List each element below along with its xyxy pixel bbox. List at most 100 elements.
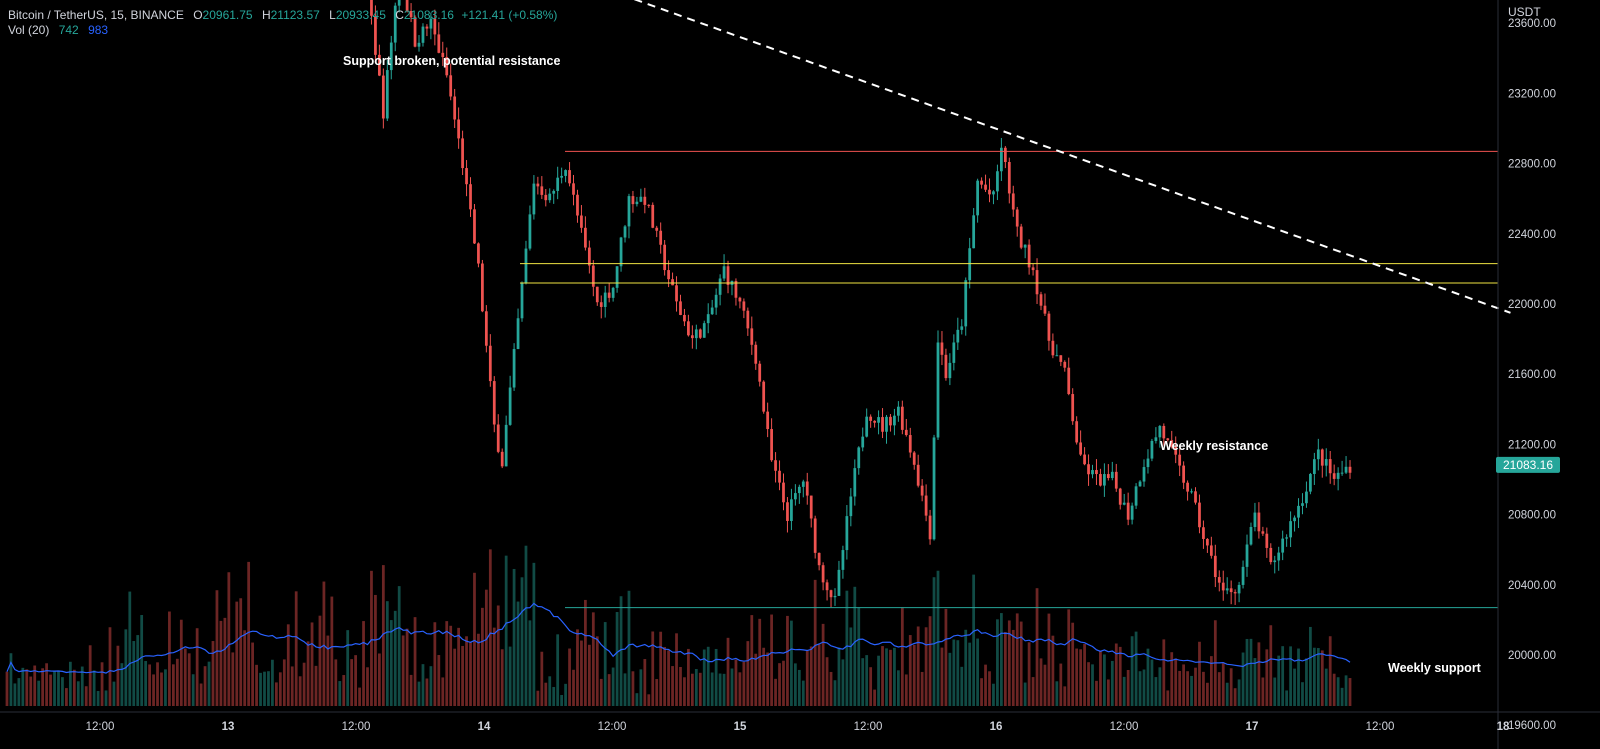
candle-body xyxy=(893,415,896,426)
candle-body xyxy=(801,481,805,487)
volume-bar xyxy=(805,650,809,706)
volume-bar xyxy=(1126,669,1130,706)
volume-bar xyxy=(679,667,682,706)
volume-bar xyxy=(17,678,21,706)
candle-body xyxy=(718,278,722,295)
volume-bar xyxy=(500,649,504,706)
candle-body xyxy=(584,227,587,248)
candle-body xyxy=(548,193,552,201)
volume-bar xyxy=(389,620,393,706)
trendline[interactable] xyxy=(397,0,1511,314)
volume-bar xyxy=(734,659,738,706)
volume-bar xyxy=(1309,626,1312,706)
volume-bar xyxy=(631,671,635,706)
volume-bar xyxy=(53,671,56,706)
price-axis[interactable]: 19600.00 20000.00 20400.00 20800.00 21200.00… xyxy=(1497,0,1556,749)
volume-bar xyxy=(809,646,813,706)
candle-body xyxy=(1126,502,1130,520)
candle-body xyxy=(540,186,544,195)
change-value: +121.41 (+0.58%) xyxy=(461,8,558,22)
candle-body xyxy=(603,292,607,307)
volume-bar xyxy=(1348,678,1352,706)
candle-body xyxy=(469,184,472,210)
candle-body xyxy=(912,452,916,465)
candle-body xyxy=(1194,491,1197,503)
volume-bar xyxy=(1249,638,1253,706)
candle-body xyxy=(1209,545,1213,556)
volume-bar xyxy=(920,671,924,706)
candle-body xyxy=(996,171,999,192)
volume-bar xyxy=(1269,625,1273,706)
volume-bar xyxy=(41,668,45,706)
drawing-lines[interactable] xyxy=(0,0,1511,609)
candle-body xyxy=(968,248,972,281)
candle-body xyxy=(944,354,948,379)
candle-body xyxy=(702,323,706,338)
volume-bar xyxy=(1031,677,1035,706)
volume-bar xyxy=(1194,667,1197,706)
volume-bar xyxy=(972,574,976,706)
candle-body xyxy=(441,52,445,58)
candle-body xyxy=(1027,244,1031,268)
candle-body xyxy=(940,342,944,355)
candle-body xyxy=(1110,471,1114,479)
volume-bar xyxy=(671,666,674,706)
low-label: L xyxy=(329,8,336,22)
volume-bar xyxy=(1142,669,1146,706)
volume-bar xyxy=(100,662,104,706)
volume-bar xyxy=(591,612,595,706)
volume-bar xyxy=(37,680,41,706)
candle-body xyxy=(881,417,884,432)
symbol-title[interactable]: Bitcoin / TetherUS, 15, BINANCE xyxy=(8,8,184,22)
volume-bar xyxy=(1253,658,1257,706)
volume-bar xyxy=(1289,646,1292,706)
volume-bar xyxy=(1324,668,1328,706)
candle-body xyxy=(774,460,777,471)
volume-bar xyxy=(1075,648,1079,706)
candle-body xyxy=(920,485,924,496)
candle-body xyxy=(1142,467,1146,482)
candle-body xyxy=(829,590,833,598)
volume-value: 742 xyxy=(58,23,79,37)
volume-bar xyxy=(825,657,829,706)
volume-bar xyxy=(453,648,457,706)
volume-bar xyxy=(1265,649,1269,706)
volume-bar xyxy=(179,619,183,706)
volume-bar xyxy=(1277,655,1281,706)
candle-body xyxy=(671,279,674,286)
volume-bar xyxy=(1095,680,1098,706)
y-tick-label: 22400.00 xyxy=(1508,229,1556,241)
volume-bar xyxy=(132,641,136,706)
candle-body xyxy=(1253,512,1257,527)
candle-body xyxy=(1063,361,1067,368)
candle-body xyxy=(1257,512,1261,532)
volume-bar xyxy=(1043,664,1047,706)
volume-bar xyxy=(144,661,148,706)
volume-bar xyxy=(746,641,750,706)
candle-body xyxy=(916,464,920,486)
candle-body xyxy=(988,189,991,195)
volume-bar xyxy=(797,669,801,706)
volume-indicator-name[interactable]: Vol (20) xyxy=(8,23,50,37)
volume-bar xyxy=(675,633,678,706)
candle-body xyxy=(488,345,492,382)
candle-body xyxy=(690,335,694,339)
volume-bar xyxy=(21,667,25,706)
volume-bar xyxy=(1261,677,1265,706)
volume-bar xyxy=(1158,667,1162,706)
candle-body xyxy=(516,318,520,350)
volume-bar xyxy=(104,690,108,706)
volume-bar xyxy=(869,667,873,706)
candle-body xyxy=(948,362,952,379)
time-axis[interactable]: 12:00 13 12:00 14 12:00 15 12:00 16 12:00 17 12:00… xyxy=(0,711,1600,733)
candle-body xyxy=(667,270,670,280)
volume-bar xyxy=(1067,609,1071,706)
candle-body xyxy=(1297,505,1300,518)
volume-bar xyxy=(623,673,627,706)
candle-body xyxy=(1198,502,1201,528)
candle-body xyxy=(833,595,837,598)
volume-bar xyxy=(1305,658,1308,706)
candle-body xyxy=(635,201,639,205)
candle-body xyxy=(1213,555,1217,578)
